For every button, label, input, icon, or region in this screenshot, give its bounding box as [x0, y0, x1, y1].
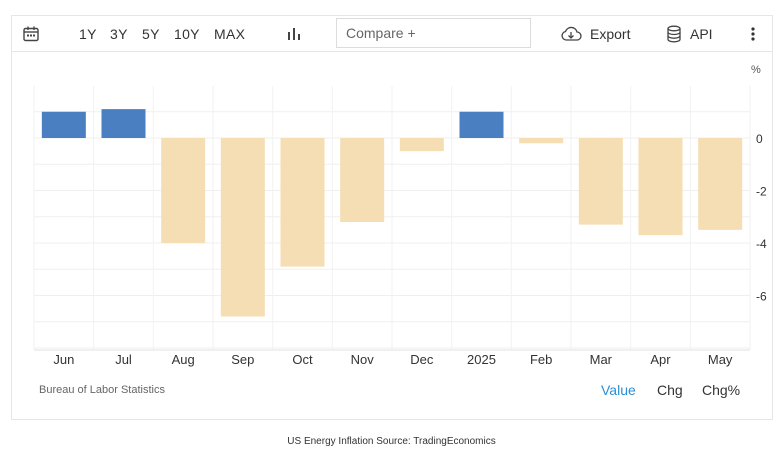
chart-widget: 1Y 3Y 5Y 10Y MAX Export — [11, 15, 773, 420]
x-tick-label: Nov — [351, 352, 375, 367]
bar-oct[interactable] — [280, 138, 325, 267]
bar-nov[interactable] — [340, 138, 385, 222]
database-icon — [667, 25, 681, 43]
range-3y-button[interactable]: 3Y — [110, 26, 128, 42]
y-tick-label: -6 — [756, 290, 767, 304]
api-button[interactable]: API — [666, 16, 713, 52]
page-caption: US Energy Inflation Source: TradingEcono… — [287, 436, 496, 447]
compare-input[interactable] — [336, 18, 531, 48]
x-tick-label: May — [708, 352, 733, 367]
source-label: Bureau of Labor Statistics — [39, 384, 165, 396]
x-tick-label: Mar — [590, 352, 613, 367]
y-tick-label: -4 — [756, 237, 767, 251]
chart-bars — [41, 109, 743, 317]
y-unit-label: % — [751, 64, 761, 76]
bar-may[interactable] — [698, 138, 743, 230]
bar-jul[interactable] — [101, 109, 146, 138]
mode-chg-button[interactable]: Chg — [657, 382, 683, 398]
y-tick-label: -2 — [756, 185, 767, 199]
chart-labels: Jun Jul Aug Sep Oct Nov Dec 2025 Feb Mar Apr May 0 -2… — [53, 64, 767, 367]
calendar-icon[interactable] — [22, 16, 40, 52]
x-tick-label: Feb — [530, 352, 552, 367]
range-5y-button[interactable]: 5Y — [142, 26, 160, 42]
chart-toolbar: 1Y 3Y 5Y 10Y MAX Export — [12, 16, 772, 52]
bar-jun[interactable] — [41, 111, 86, 138]
x-tick-label: Oct — [292, 352, 313, 367]
bar-aug[interactable] — [161, 138, 206, 243]
x-tick-label: Aug — [172, 352, 195, 367]
bar-apr[interactable] — [638, 138, 683, 236]
bar-feb[interactable] — [519, 138, 564, 144]
chart-type-icon[interactable] — [286, 16, 302, 52]
more-options-icon[interactable] — [750, 16, 756, 52]
y-tick-label: 0 — [756, 132, 763, 146]
mode-chg-pct-button[interactable]: Chg% — [702, 382, 741, 398]
x-tick-label: Sep — [231, 352, 254, 367]
x-tick-label: Dec — [410, 352, 434, 367]
x-tick-label: 2025 — [467, 352, 496, 367]
range-1y-button[interactable]: 1Y — [79, 26, 97, 42]
bar-2025[interactable] — [459, 111, 504, 138]
chart-grid — [33, 86, 751, 351]
range-max-button[interactable]: MAX — [214, 26, 246, 42]
x-tick-label: Jul — [115, 352, 132, 367]
api-label: API — [690, 26, 713, 42]
export-button[interactable]: Export — [560, 16, 630, 52]
x-tick-label: Apr — [650, 352, 671, 367]
mode-value-button[interactable]: Value — [601, 382, 636, 398]
bar-dec[interactable] — [399, 138, 444, 152]
bar-chart: Jun Jul Aug Sep Oct Nov Dec 2025 Feb Mar Apr May 0 -2… — [33, 64, 767, 367]
x-tick-label: Jun — [53, 352, 74, 367]
bar-sep[interactable] — [220, 138, 265, 317]
export-label: Export — [590, 26, 631, 42]
cloud-download-icon — [561, 26, 582, 41]
range-10y-button[interactable]: 10Y — [174, 26, 200, 42]
bar-mar[interactable] — [578, 138, 623, 225]
